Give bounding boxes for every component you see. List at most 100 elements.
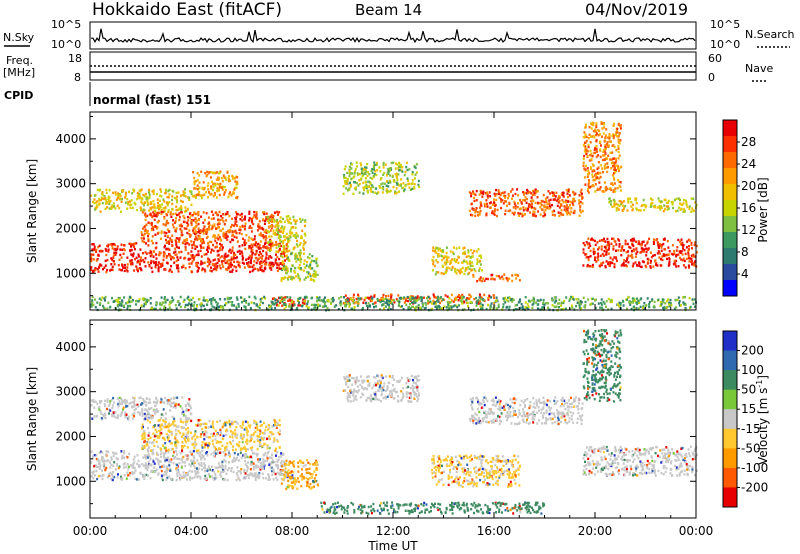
scatter-cell <box>642 260 645 264</box>
scatter-cell <box>259 232 262 235</box>
scatter-cell <box>657 298 660 301</box>
scatter-cell <box>131 253 133 257</box>
scatter-cell <box>451 251 454 254</box>
scatter-cell <box>660 200 663 203</box>
scatter-cell <box>257 242 260 246</box>
scatter-cell <box>481 195 484 198</box>
scatter-cell <box>161 301 164 304</box>
scatter-cell <box>163 470 166 474</box>
scatter-cell <box>256 305 259 308</box>
scatter-cell <box>629 301 632 305</box>
scatter-cell <box>294 252 297 256</box>
scatter-cell <box>636 250 639 254</box>
scatter-cell <box>129 304 132 308</box>
scatter-cell <box>675 306 678 309</box>
scatter-cell <box>543 214 546 218</box>
scatter-cell <box>388 167 391 170</box>
scatter-cell <box>602 239 605 242</box>
scatter-cell <box>451 266 454 270</box>
scatter-cell <box>265 253 268 256</box>
scatter-cell <box>357 297 360 300</box>
scatter-cell <box>682 198 685 202</box>
scatter-cell <box>118 296 121 300</box>
scatter-cell <box>285 232 288 236</box>
scatter-cell <box>612 157 615 160</box>
scatter-cell <box>118 268 121 271</box>
scatter-cell <box>167 196 170 199</box>
scatter-cell <box>460 270 463 274</box>
scatter-cell <box>599 306 602 309</box>
scatter-cell <box>260 466 263 469</box>
scatter-cell <box>90 257 93 261</box>
scatter-cell <box>601 252 604 256</box>
scatter-cell <box>244 476 247 479</box>
scatter-cell <box>493 192 496 196</box>
scatter-cell <box>519 212 522 215</box>
scatter-cell <box>492 294 495 297</box>
scatter-cell <box>274 258 277 261</box>
scatter-cell <box>543 211 546 214</box>
scatter-cell <box>208 247 211 250</box>
scatter-cell <box>441 255 444 258</box>
scatter-cell <box>667 205 670 208</box>
scatter-cell <box>260 261 263 265</box>
scatter-cell <box>123 466 126 469</box>
scatter-cell <box>664 302 667 305</box>
scatter-cell <box>353 306 356 309</box>
scatter-cell <box>440 299 443 302</box>
scatter-cell <box>412 301 415 304</box>
scatter-cell <box>587 258 590 262</box>
scatter-cell <box>206 248 208 251</box>
scatter-cell <box>126 307 129 310</box>
scatter-cell <box>376 169 379 172</box>
scatter-cell <box>194 212 197 216</box>
scatter-cell <box>133 471 136 474</box>
scatter-cell <box>203 261 206 264</box>
scatter-cell <box>134 477 137 480</box>
date-label: 04/Nov/2019 <box>585 0 688 19</box>
scatter-cell <box>452 300 455 303</box>
scatter-cell <box>687 264 690 267</box>
scatter-cell <box>179 473 182 476</box>
scatter-cell <box>95 457 98 461</box>
scatter-cell <box>619 302 622 305</box>
scatter-cell <box>637 307 640 310</box>
scatter-cell <box>641 250 644 253</box>
scatter-cell <box>214 239 217 243</box>
scatter-cell <box>694 241 697 244</box>
scatter-cell <box>306 260 308 264</box>
scatter-cell <box>388 301 391 304</box>
scatter-cell <box>600 122 603 125</box>
scatter-cell <box>658 246 660 249</box>
scatter-cell <box>381 299 384 302</box>
scatter-cell <box>210 171 213 174</box>
scatter-cell <box>324 296 326 299</box>
scatter-cell <box>603 165 606 168</box>
y-tick-label: 4000 <box>55 132 86 146</box>
scatter-cell <box>142 473 145 477</box>
scatter-cell <box>435 307 438 310</box>
scatter-cell <box>603 245 606 249</box>
scatter-cell <box>90 194 93 197</box>
scatter-cell <box>360 170 363 173</box>
scatter-cell <box>588 186 591 189</box>
scatter-cell <box>149 308 152 311</box>
scatter-cell <box>246 461 249 464</box>
scatter-cell <box>114 191 117 194</box>
scatter-cell <box>601 167 604 170</box>
scatter-cell <box>495 188 497 192</box>
scatter-cell <box>487 296 490 300</box>
scatter-cell <box>191 470 193 473</box>
scatter-cell <box>93 245 96 248</box>
scatter-cell <box>188 229 191 232</box>
scatter-cell <box>176 474 179 477</box>
scatter-cell <box>208 225 211 228</box>
scatter-cell <box>358 179 361 182</box>
scatter-cell <box>90 450 93 453</box>
scatter-cell <box>91 471 94 474</box>
scatter-cell <box>603 237 605 240</box>
scatter-cell <box>190 254 193 257</box>
scatter-cell <box>178 303 181 307</box>
scatter-cell <box>602 154 605 157</box>
scatter-cell <box>649 261 652 265</box>
